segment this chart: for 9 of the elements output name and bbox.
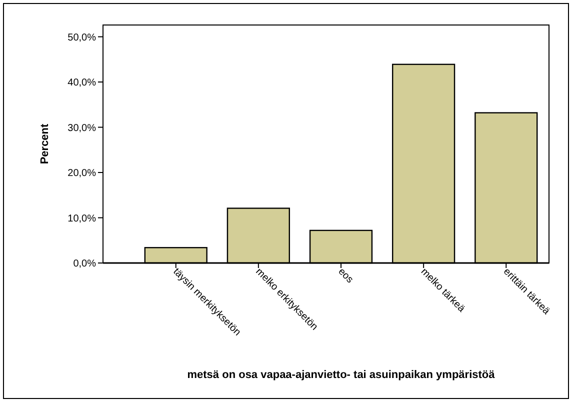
x-axis-title: metsä on osa vapaa-ajanvietto- tai asuinpaikan ympäristöä xyxy=(187,369,496,381)
y-axis-title: Percent xyxy=(39,123,51,164)
y-tick-label: 10,0% xyxy=(68,213,96,224)
y-tick-label: 0,0% xyxy=(73,258,96,270)
y-tick-label: 50,0% xyxy=(68,32,96,44)
x-tick-label: eos xyxy=(336,266,356,286)
y-tick-label: 20,0% xyxy=(68,168,96,180)
y-tick-label: 40,0% xyxy=(68,78,96,89)
y-tick-label: 30,0% xyxy=(68,122,96,134)
